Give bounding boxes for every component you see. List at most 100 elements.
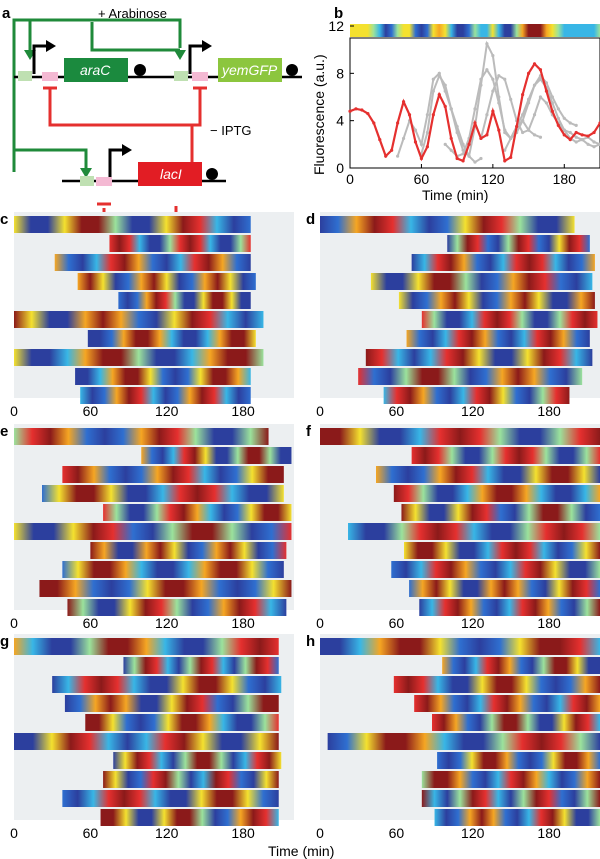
kymo-x-tick-label: 120 bbox=[461, 615, 485, 631]
kymo-track bbox=[85, 714, 279, 731]
data-point bbox=[580, 133, 584, 137]
panel-a-circuit: a araC bbox=[2, 5, 302, 222]
data-point bbox=[562, 128, 566, 132]
x-tick-label: 120 bbox=[481, 171, 505, 187]
kymo-track bbox=[118, 292, 251, 309]
kymo-track bbox=[348, 523, 600, 540]
data-point bbox=[479, 136, 483, 141]
data-point bbox=[509, 155, 513, 159]
data-point bbox=[425, 145, 429, 149]
kymo-track bbox=[327, 733, 600, 750]
data-point bbox=[568, 130, 572, 135]
kymo-track bbox=[62, 561, 284, 578]
kymo-track bbox=[447, 235, 590, 252]
data-point bbox=[485, 133, 489, 137]
kymo-track bbox=[77, 273, 256, 290]
kymo-x-tick-label: 0 bbox=[316, 615, 324, 631]
kymo-track bbox=[103, 504, 292, 521]
panel-label: f bbox=[306, 423, 312, 440]
data-point bbox=[532, 83, 537, 87]
kymo-track bbox=[320, 428, 600, 445]
kymo-x-tick-label: 120 bbox=[155, 825, 179, 841]
data-point bbox=[503, 77, 507, 81]
data-point bbox=[592, 145, 596, 149]
kymo-x-tick-label: 180 bbox=[231, 403, 255, 419]
data-point bbox=[473, 107, 477, 111]
data-point bbox=[538, 95, 543, 99]
kymo-track bbox=[376, 466, 600, 483]
kymo-track bbox=[14, 523, 292, 540]
data-point bbox=[443, 83, 447, 87]
data-point bbox=[592, 140, 596, 144]
data-point bbox=[515, 124, 519, 129]
data-point bbox=[467, 154, 471, 158]
data-point bbox=[425, 130, 429, 135]
data-point bbox=[467, 142, 471, 146]
data-point bbox=[401, 100, 406, 104]
data-point bbox=[544, 101, 549, 105]
data-point bbox=[443, 142, 447, 146]
kymo-track bbox=[14, 428, 269, 445]
data-point bbox=[473, 160, 477, 164]
repression-bars bbox=[43, 86, 207, 206]
data-point bbox=[360, 108, 364, 112]
kymo-track bbox=[62, 466, 284, 483]
kymo-track bbox=[442, 657, 600, 674]
kymo-x-tick-label: 0 bbox=[10, 615, 18, 631]
kymo-x-tick-label: 60 bbox=[83, 403, 99, 419]
data-point bbox=[396, 121, 400, 125]
data-point bbox=[443, 104, 447, 109]
kymo-track bbox=[434, 809, 600, 826]
kymo-x-tick-label: 60 bbox=[83, 825, 99, 841]
data-point bbox=[407, 113, 412, 117]
kymo-track bbox=[64, 695, 279, 712]
data-point bbox=[437, 74, 441, 78]
data-point bbox=[509, 136, 513, 141]
data-point bbox=[449, 148, 453, 152]
kymo-track bbox=[409, 580, 600, 597]
data-point bbox=[419, 156, 424, 161]
gene-lacI-label: lacI bbox=[160, 166, 182, 182]
kymo-x-tick-label: 60 bbox=[389, 403, 405, 419]
operator-ara-1 bbox=[18, 71, 32, 81]
kymo-track bbox=[67, 599, 287, 616]
bottom-xlabel: Time (min) bbox=[268, 843, 334, 859]
gene-yemGFP bbox=[218, 58, 282, 82]
data-point bbox=[521, 130, 525, 135]
data-point bbox=[521, 93, 525, 97]
kymo-track bbox=[421, 790, 600, 807]
kymo-track bbox=[320, 638, 600, 655]
panel-label: c bbox=[0, 211, 8, 228]
operator-lac-2 bbox=[192, 72, 208, 81]
data-point bbox=[425, 113, 429, 117]
data-point bbox=[479, 156, 483, 161]
data-point bbox=[461, 152, 465, 156]
data-point bbox=[538, 135, 543, 139]
data-point bbox=[574, 123, 578, 127]
data-point bbox=[550, 101, 554, 105]
kymo-x-tick-label: 180 bbox=[537, 825, 561, 841]
kymograph-panel-h: h 0 60 120 180 bbox=[306, 633, 600, 841]
data-point bbox=[568, 121, 572, 125]
y-tick-label: 0 bbox=[336, 160, 344, 176]
data-point bbox=[431, 113, 435, 117]
kymo-track bbox=[411, 254, 595, 271]
operator-lac-3 bbox=[96, 177, 112, 186]
data-point bbox=[348, 109, 352, 113]
data-point bbox=[491, 53, 495, 58]
data-point bbox=[532, 62, 537, 66]
data-point bbox=[586, 142, 590, 146]
kymo-x-tick-label: 180 bbox=[537, 615, 561, 631]
kymo-x-tick-label: 180 bbox=[231, 825, 255, 841]
b-ylabel: Fluorescence (a.u.) bbox=[311, 54, 327, 175]
data-point bbox=[437, 71, 441, 75]
kymo-track bbox=[123, 657, 279, 674]
gene-araC bbox=[64, 58, 128, 82]
data-point bbox=[526, 128, 531, 132]
plot-frame bbox=[349, 37, 600, 169]
kymo-track bbox=[14, 216, 251, 233]
kymo-track bbox=[383, 387, 570, 404]
kymograph-panel-c: c 0 60 120 180 bbox=[0, 211, 294, 419]
